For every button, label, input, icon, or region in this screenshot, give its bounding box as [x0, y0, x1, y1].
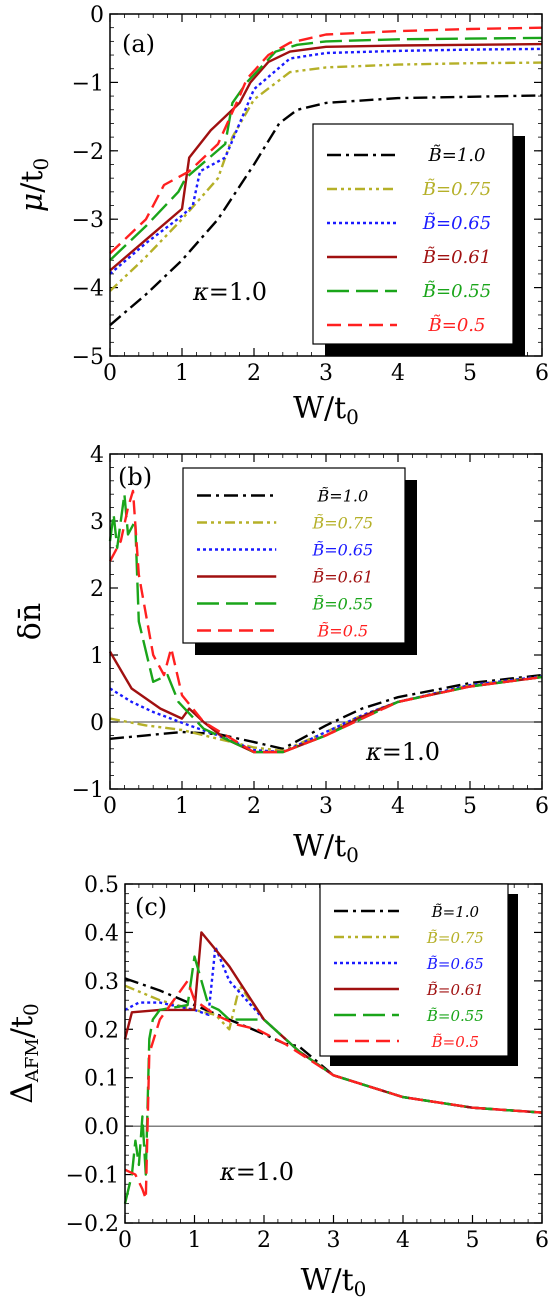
y-tick-label: −1: [72, 71, 104, 96]
legend-label: B̃=1.0: [431, 903, 480, 921]
y-axis-label: μ/t0: [15, 158, 53, 212]
series-line: [109, 26, 543, 255]
panel-b: 0 1 2 3 4 5 6−101234B̃=1.0B̃=0.75B̃=0.65B̃=0.6…: [13, 443, 549, 867]
x-tick-label: 6: [535, 361, 549, 386]
x-tick-label: 3: [319, 361, 333, 386]
legend-box: [182, 467, 406, 644]
legend-label: B̃=0.75: [426, 929, 484, 947]
series-line: [109, 673, 543, 750]
panel-label: (b): [118, 463, 152, 491]
y-tick-label: 0.3: [84, 970, 119, 995]
legend-box: [319, 883, 509, 1057]
y-tick-label: 0.2: [84, 1018, 119, 1043]
series-line: [123, 955, 543, 1204]
x-tick-label: 0: [103, 794, 117, 819]
x-tick-label: 5: [463, 361, 477, 386]
x-tick-label: 5: [466, 1228, 480, 1253]
legend-label: B̃=0.65: [426, 955, 484, 973]
legend-label: B̃=1.0: [317, 487, 369, 506]
legend-label: B̃=0.5: [317, 622, 369, 641]
x-tick-label: 4: [396, 1228, 410, 1253]
y-tick-label: 3: [90, 510, 104, 535]
legend-label: B̃=0.65: [422, 212, 491, 234]
y-tick-label: 0.4: [84, 921, 119, 946]
legend-label: B̃=0.61: [311, 568, 373, 587]
x-tick-label: 2: [247, 794, 261, 819]
legend-label: B̃=0.65: [311, 541, 373, 560]
panel-c: 0 1 2 3 4 5 6 −0.2 −0.1 0.0 0.1 0.2 0.3 0.4 0.5 B̃=1.0 B…: [5, 873, 549, 1301]
legend-label: B̃=0.5: [428, 314, 486, 336]
y-tick-label: −0.1: [66, 1164, 119, 1189]
x-tick-label: 2: [257, 1228, 271, 1253]
legend-label: B̃=0.5: [431, 1033, 479, 1051]
y-tick-label: 0.5: [84, 873, 119, 898]
series-line: [109, 94, 543, 327]
legend-label: B̃=0.55: [422, 280, 491, 302]
kappa-annotation: κ=1.0: [192, 278, 267, 306]
y-tick-label: −0.2: [66, 1212, 119, 1237]
legend-label: B̃=0.75: [422, 178, 491, 200]
x-tick-label: 2: [247, 361, 261, 386]
panel-a: 0 1 2 3 4 5 6 −5 −4 −3 −2 −1 0 B̃=1.0 B̃=0.75 B̃=0.65 B̃…: [15, 3, 549, 429]
series-line: [108, 489, 543, 754]
x-tick-label: 0: [118, 1228, 132, 1253]
y-tick-label: −3: [72, 208, 104, 233]
x-tick-label: 3: [327, 1228, 341, 1253]
series-line: [109, 47, 543, 275]
legend-label: B̃=1.0: [428, 144, 486, 166]
x-tick-label: 5: [463, 794, 477, 819]
y-tick-label: 1: [90, 644, 104, 669]
legend-label: B̃=0.61: [422, 246, 491, 268]
y-tick-label: −2: [72, 140, 104, 165]
y-tick-label: −5: [72, 345, 104, 370]
legend-label: B̃=0.61: [426, 981, 484, 999]
legend-label: B̃=0.55: [426, 1007, 484, 1025]
series-line: [124, 945, 543, 1114]
x-tick-label: 4: [391, 361, 405, 386]
y-axis-label: δn̄: [13, 603, 48, 640]
y-tick-label: 0: [90, 3, 104, 28]
series-line: [124, 979, 543, 1200]
x-tick-label: 1: [188, 1228, 202, 1253]
x-axis-label: W/t0: [301, 1263, 367, 1301]
x-tick-label: 0: [103, 361, 117, 386]
panel-label: (c): [135, 893, 167, 921]
y-tick-label: −1: [72, 778, 104, 803]
x-axis-label: W/t0: [293, 829, 359, 867]
x-tick-label: 1: [175, 361, 189, 386]
x-tick-label: 6: [535, 1228, 549, 1253]
kappa-annotation: κ=1.0: [219, 1158, 294, 1186]
y-tick-label: −4: [72, 277, 104, 302]
x-tick-label: 4: [391, 794, 405, 819]
y-axis-label: ΔAFM/t0: [5, 1003, 43, 1104]
y-tick-label: 4: [90, 443, 104, 468]
series-line: [109, 61, 543, 292]
y-tick-label: 0.0: [84, 1115, 119, 1140]
legend-box: [312, 123, 514, 345]
legend-label: B̃=0.55: [311, 595, 373, 614]
x-tick-label: 3: [319, 794, 333, 819]
x-tick-label: 1: [175, 794, 189, 819]
y-tick-label: 0: [90, 711, 104, 736]
series-line: [109, 36, 543, 262]
y-tick-label: 2: [90, 577, 104, 602]
x-axis-label: W/t0: [293, 391, 359, 429]
kappa-annotation: κ=1.0: [365, 738, 440, 766]
y-tick-label: 0.1: [84, 1067, 119, 1092]
panel-label: (a): [122, 30, 155, 58]
x-tick-label: 6: [535, 794, 549, 819]
legend-label: B̃=0.75: [311, 514, 373, 533]
series-line: [109, 675, 543, 752]
series-line: [108, 650, 543, 754]
series-line: [109, 42, 543, 272]
plot-frame: [109, 453, 543, 790]
